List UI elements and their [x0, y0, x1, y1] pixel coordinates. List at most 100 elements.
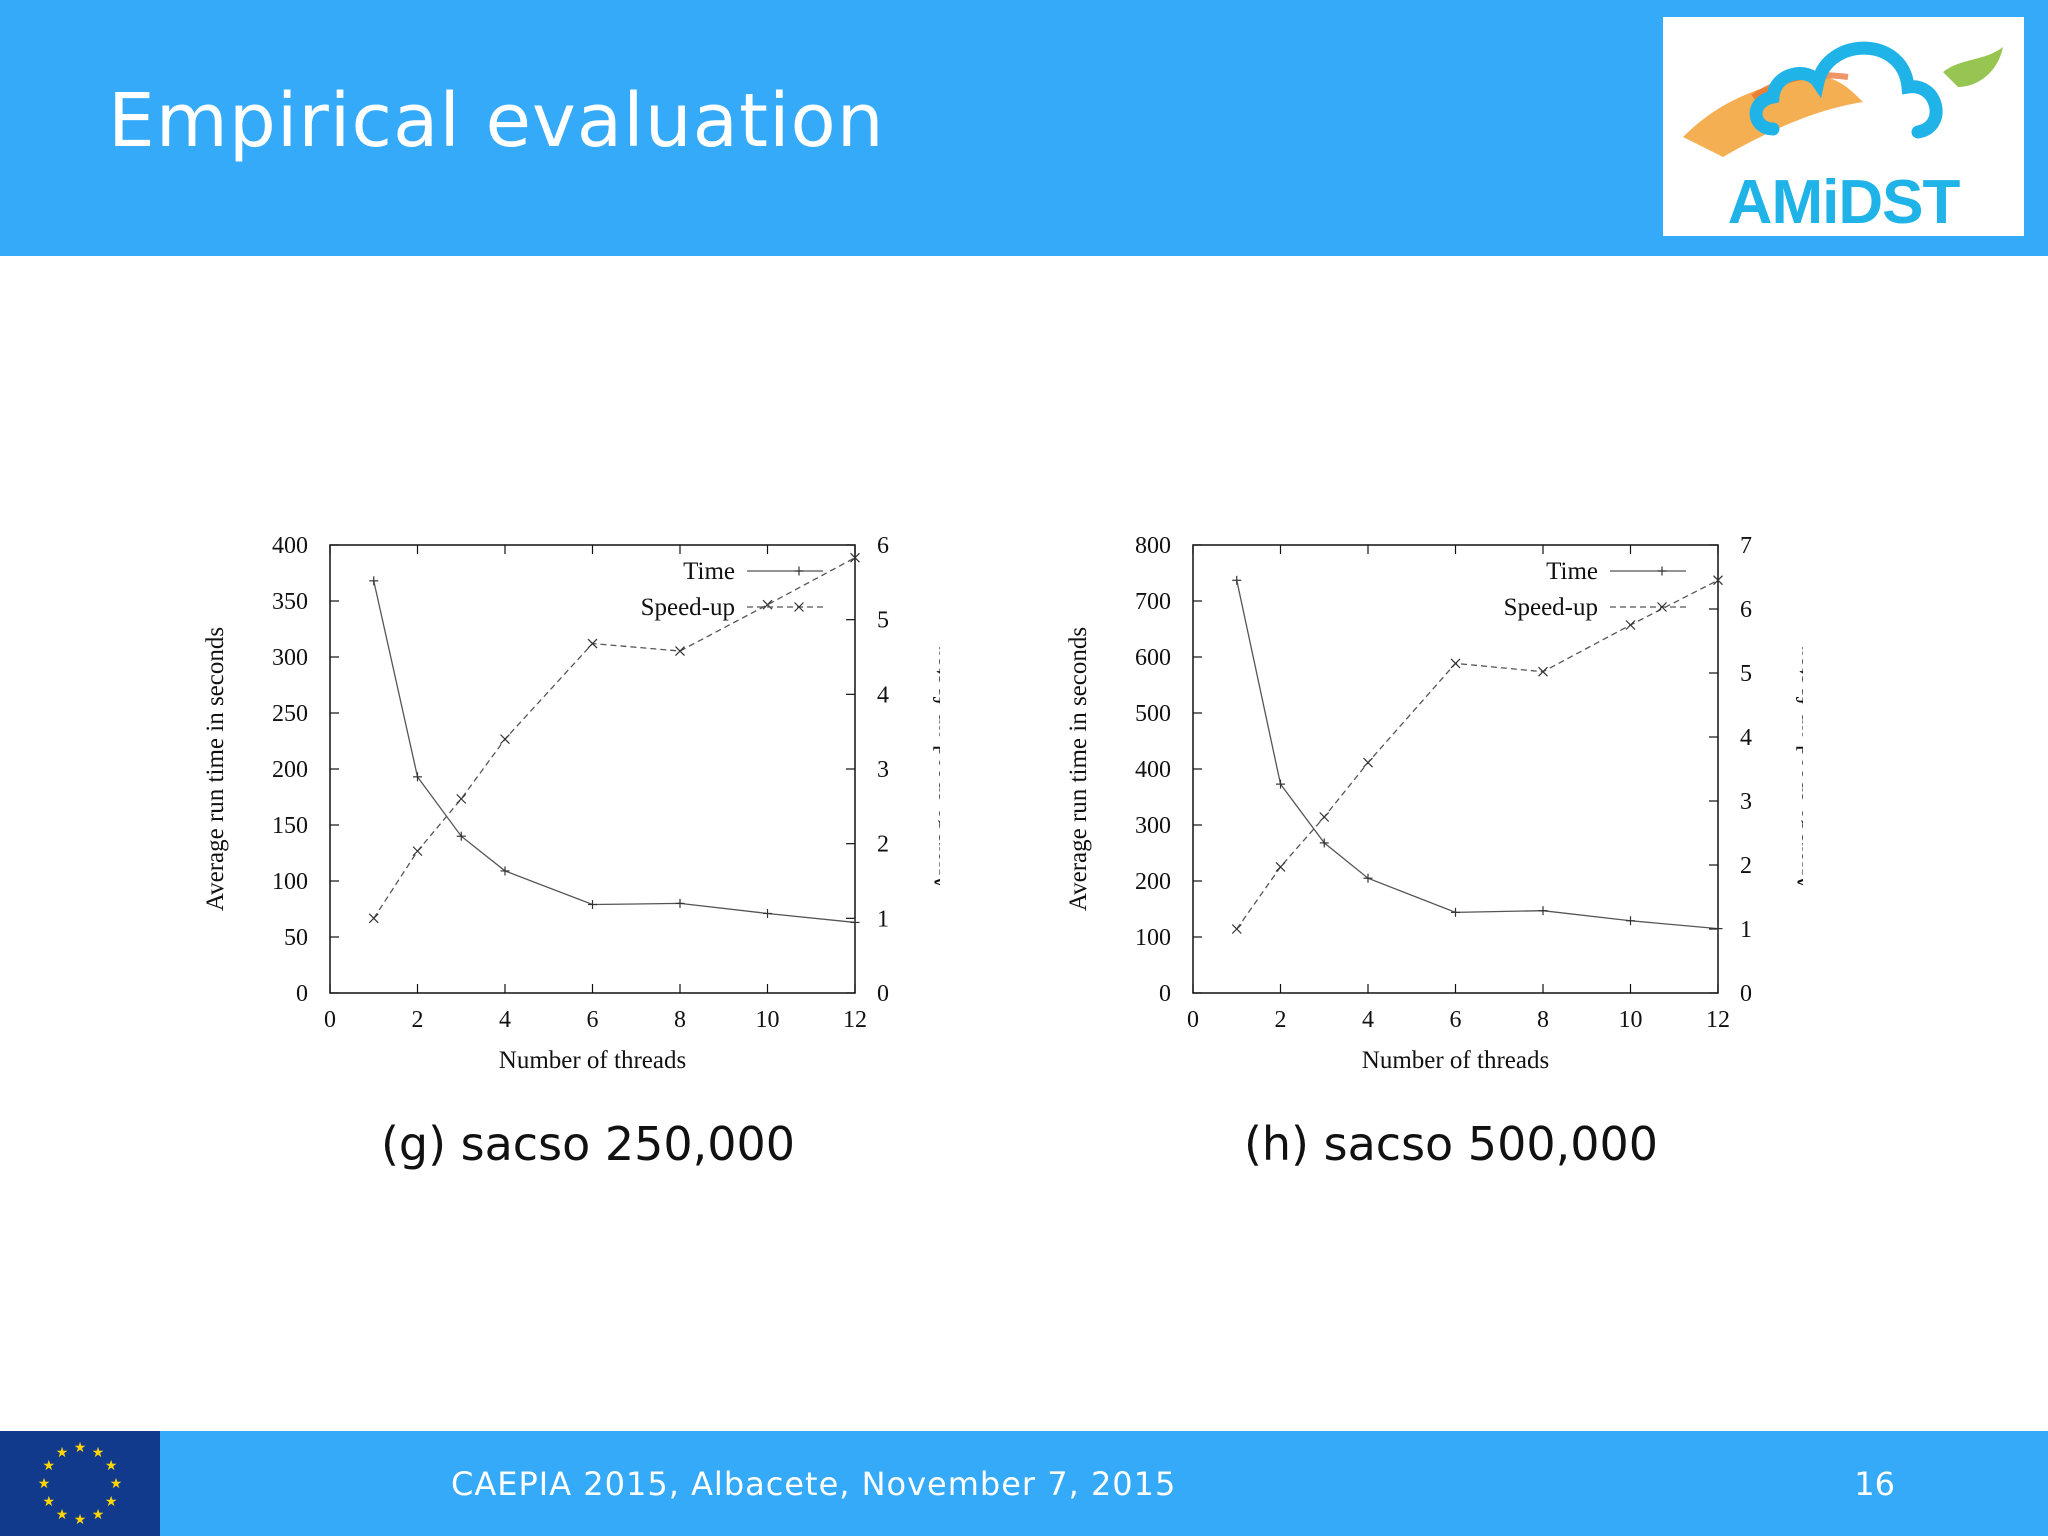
y-tick-label: 200 [272, 757, 308, 783]
y2-tick-label: 5 [877, 608, 889, 634]
y-tick-label: 200 [1135, 869, 1171, 895]
y2-tick-label: 4 [1740, 725, 1752, 751]
y-tick-label: 100 [272, 869, 308, 895]
legend-marker [1657, 566, 1667, 576]
data-point [1319, 838, 1329, 848]
plot-frame [1192, 544, 1719, 994]
x-tick-label: 2 [412, 1007, 424, 1033]
eu-star-icon: ★ [105, 1494, 118, 1510]
data-point [1451, 907, 1460, 917]
data-point [587, 638, 598, 649]
y2-tick-label: 6 [877, 533, 889, 559]
eu-star-icon: ★ [43, 1458, 56, 1474]
y-tick-label: 300 [272, 645, 308, 671]
eu-flag-icon: ★ ★ ★ ★ ★ ★ ★ ★ ★ ★ ★ ★ [0, 1431, 160, 1536]
chart-g: 0 2 4 6 8 10 120501001502002503003504000123456… [202, 533, 940, 1074]
legend-label: Time [683, 558, 735, 585]
y-tick-label: 0 [1159, 981, 1171, 1007]
x-tick-label: 12 [1706, 1007, 1730, 1033]
series-line-speed-up [373, 557, 856, 919]
y2-tick-label: 1 [1740, 917, 1752, 943]
data-point [412, 846, 423, 857]
slide-footer: ★ ★ ★ ★ ★ ★ ★ ★ ★ ★ ★ ★ CAEPIA 2015, Albacete, Nove… [0, 1431, 2048, 1536]
series-line-time [1236, 580, 1719, 930]
data-point [1538, 906, 1548, 916]
legend-marker [794, 566, 804, 576]
y2-tick-label: 3 [1740, 789, 1752, 815]
data-point [588, 900, 597, 910]
data-point [1276, 779, 1285, 789]
eu-star-icon: ★ [38, 1476, 51, 1492]
x-axis-label: Number of threads [499, 1047, 686, 1074]
data-point [1713, 575, 1723, 586]
data-point [456, 793, 467, 804]
eu-star-icon: ★ [56, 1507, 69, 1523]
y-tick-label: 800 [1135, 533, 1171, 559]
eu-star-icon: ★ [74, 1440, 87, 1456]
y2-tick-label: 2 [877, 832, 889, 858]
data-point [413, 772, 422, 782]
eu-star-icon: ★ [105, 1458, 118, 1474]
data-point [1538, 666, 1548, 677]
eu-star-icon: ★ [110, 1476, 123, 1492]
y-tick-label: 400 [1135, 757, 1171, 783]
x-tick-label: 0 [1187, 1007, 1199, 1033]
y-tick-label: 300 [1135, 813, 1171, 839]
data-point [1363, 873, 1373, 883]
y-tick-label: 0 [296, 981, 308, 1007]
data-point [1232, 575, 1242, 585]
y-tick-label: 600 [1135, 645, 1171, 671]
x-axis-label: Number of threads [1362, 1047, 1549, 1074]
y-axis-label: Average run time in seconds [1065, 627, 1092, 911]
y2-tick-label: 0 [1740, 981, 1752, 1007]
page-number: 16 [1854, 1465, 1895, 1503]
data-point [762, 599, 773, 610]
y-tick-label: 150 [272, 813, 308, 839]
y2-tick-label: 6 [1740, 597, 1752, 623]
y2-tick-label: 0 [877, 981, 889, 1007]
legend-label: Speed-up [641, 594, 735, 621]
slide-title: Empirical evaluation [108, 78, 885, 164]
y-tick-label: 500 [1135, 701, 1171, 727]
slide-header: Empirical evaluation AMiDST [0, 0, 2048, 256]
data-point [1713, 924, 1723, 934]
x-tick-label: 0 [324, 1007, 336, 1033]
data-point [1626, 916, 1635, 926]
eu-star-icon: ★ [92, 1507, 105, 1523]
eu-star-icon: ★ [56, 1445, 69, 1461]
x-tick-label: 4 [1362, 1007, 1374, 1033]
chart-h: 0 2 4 6 8 10 120100200300400500600700800012345… [1065, 533, 1803, 1074]
data-point [500, 734, 510, 745]
y2-tick-label: 7 [1740, 533, 1752, 559]
series-line-time [373, 580, 856, 924]
data-point [1319, 812, 1330, 822]
y2-tick-label: 5 [1740, 661, 1752, 687]
data-point [368, 913, 379, 924]
y-axis-label: Average run time in seconds [202, 627, 229, 911]
data-point [1231, 924, 1242, 934]
y-tick-label: 250 [272, 701, 308, 727]
y-tick-label: 350 [272, 589, 308, 615]
eu-star-icon: ★ [74, 1512, 87, 1528]
series-line-speed-up [1236, 579, 1719, 930]
data-point [1450, 658, 1461, 669]
data-point [850, 917, 860, 927]
footer-text: CAEPIA 2015, Albacete, November 7, 2015 [451, 1465, 1177, 1503]
x-tick-label: 2 [1275, 1007, 1287, 1033]
y-tick-label: 400 [272, 533, 308, 559]
data-point [500, 866, 510, 876]
chart-caption-g: (g) sacso 250,000 [380, 1117, 796, 1171]
x-tick-label: 10 [1619, 1007, 1643, 1033]
data-point [456, 831, 466, 841]
legend-label: Time [1546, 558, 1598, 585]
y2-tick-label: 3 [877, 757, 889, 783]
data-point [675, 646, 685, 656]
y2-tick-label: 1 [877, 906, 889, 932]
x-tick-label: 8 [1537, 1007, 1549, 1033]
x-tick-label: 10 [756, 1007, 780, 1033]
legend-marker [1657, 602, 1667, 612]
x-tick-label: 8 [674, 1007, 686, 1033]
x-tick-label: 4 [499, 1007, 511, 1033]
y-tick-label: 100 [1135, 925, 1171, 951]
x-tick-label: 6 [587, 1007, 599, 1033]
